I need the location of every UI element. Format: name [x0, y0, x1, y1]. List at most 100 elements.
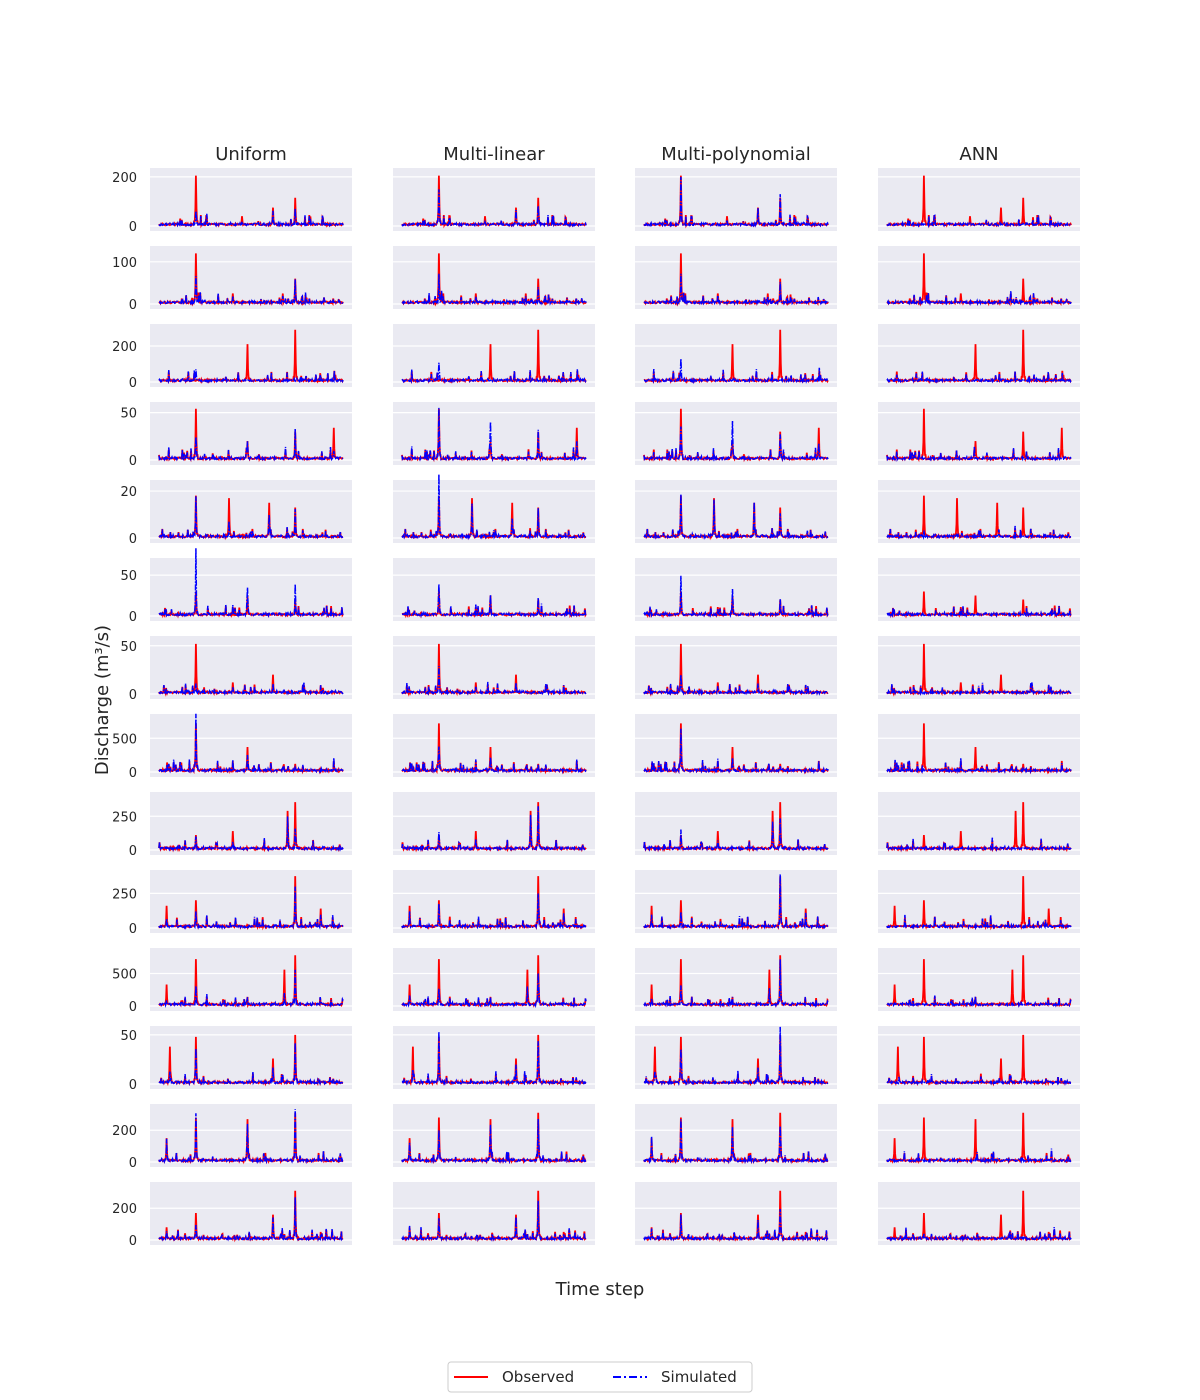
panel	[393, 792, 595, 855]
simulated-series-line	[643, 575, 829, 618]
y-tick-label: 0	[129, 376, 137, 391]
panel	[878, 870, 1080, 933]
simulated-series-line	[158, 496, 344, 540]
y-tick-label: 200	[112, 1202, 137, 1217]
panel-background	[393, 246, 595, 309]
x-axis-label: Time step	[555, 1279, 645, 1300]
y-tick-label: 200	[112, 1124, 137, 1139]
y-tick-label: 0	[129, 298, 137, 313]
simulated-series-line	[643, 728, 829, 774]
simulated-series-line	[643, 273, 829, 306]
panel	[878, 792, 1080, 855]
y-tick-label: 250	[112, 887, 137, 902]
y-tick-label: 200	[112, 171, 137, 186]
simulated-series-line	[643, 674, 829, 696]
panel-background	[393, 714, 595, 777]
simulated-series-line	[158, 276, 344, 307]
simulated-series-line	[643, 1119, 829, 1165]
panel	[393, 324, 595, 387]
panel	[878, 948, 1080, 1011]
panel	[878, 168, 1080, 231]
panel	[635, 246, 837, 309]
panel	[878, 636, 1080, 699]
panel	[878, 1026, 1080, 1089]
simulated-series-line	[158, 886, 344, 930]
panel: 0 50	[120, 548, 352, 625]
simulated-series-line	[401, 584, 587, 618]
panel: 0 50	[120, 636, 352, 703]
panel-background	[878, 558, 1080, 621]
y-tick-label: 0	[129, 1234, 137, 1249]
y-tick-label: 50	[120, 407, 137, 422]
column-title: Uniform	[215, 144, 287, 165]
simulated-series-line	[886, 371, 1072, 384]
y-tick-label: 0	[129, 1156, 137, 1171]
legend-simulated-label: Simulated	[661, 1368, 737, 1386]
panel	[635, 1104, 837, 1167]
panel	[393, 1026, 595, 1089]
simulated-series-line	[886, 1148, 1072, 1164]
y-tick-label: 200	[112, 340, 137, 355]
simulated-series-line	[158, 682, 344, 696]
panel-background	[393, 168, 595, 231]
legend: Observed Simulated	[447, 1361, 753, 1393]
legend-frame	[447, 1361, 753, 1393]
simulated-series-line	[401, 806, 586, 852]
panel-background	[635, 246, 837, 309]
simulated-series-line	[158, 548, 344, 619]
panel	[393, 948, 595, 1011]
panel-background	[150, 792, 352, 855]
panel	[393, 1182, 595, 1245]
panel	[635, 948, 837, 1011]
simulated-series-line	[886, 605, 1072, 619]
simulated-series-line	[643, 493, 829, 541]
panel: 0 500	[112, 948, 352, 1015]
panel-background	[150, 1104, 352, 1167]
panel-background	[150, 948, 352, 1011]
panel	[393, 246, 595, 309]
y-tick-label: 0	[129, 688, 137, 703]
simulated-series-line	[401, 973, 587, 1009]
panel: 0 250	[112, 792, 352, 859]
panel: 0 50	[120, 402, 352, 469]
simulated-series-line	[158, 713, 344, 774]
y-tick-label: 50	[120, 1029, 137, 1044]
panel: 0 200	[112, 1104, 352, 1171]
simulated-series-line	[158, 1197, 344, 1242]
y-tick-label: 100	[112, 256, 137, 271]
simulated-series-line	[401, 1118, 587, 1165]
panel-grid: 0200010002000500200500500500025002500500…	[112, 168, 1080, 1249]
simulated-series-line	[643, 420, 829, 462]
panel	[635, 558, 837, 621]
panel	[635, 792, 837, 855]
simulated-series-line	[401, 273, 587, 307]
panel-background	[393, 324, 595, 387]
panel	[635, 480, 837, 543]
panel-background	[878, 948, 1080, 1011]
panel-background	[878, 168, 1080, 231]
panel: 0 200	[112, 168, 352, 235]
simulated-series-line	[158, 816, 344, 853]
simulated-series-line	[158, 369, 344, 385]
simulated-series-line	[643, 1026, 829, 1087]
panel-background	[393, 1104, 595, 1167]
panel	[878, 402, 1080, 465]
y-tick-label: 0	[129, 532, 137, 547]
panel-background	[635, 792, 837, 855]
panel-background	[635, 1182, 837, 1245]
panel-background	[635, 714, 837, 777]
panel	[393, 402, 595, 465]
panel-background	[635, 558, 837, 621]
panel	[635, 324, 837, 387]
y-tick-label: 500	[112, 732, 137, 747]
y-tick-label: 0	[129, 1078, 137, 1093]
simulated-series-line	[886, 682, 1072, 697]
panel-background	[150, 168, 352, 231]
simulated-series-line	[401, 362, 587, 384]
panel	[393, 1104, 595, 1167]
simulated-series-line	[643, 358, 829, 385]
panel-background	[393, 792, 595, 855]
panel: 0 250	[112, 870, 352, 937]
panel-background	[150, 558, 352, 621]
panel	[878, 558, 1080, 621]
